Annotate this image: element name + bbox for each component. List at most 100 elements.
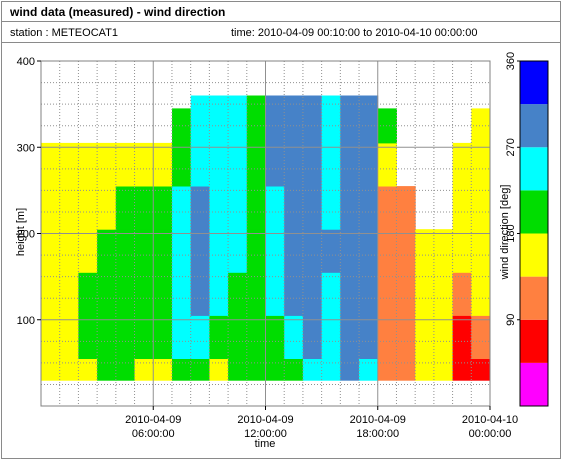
heatmap-cell [284,315,304,359]
x-tick-time: 06:00:00 [132,428,175,440]
heatmap-cell [377,108,397,144]
heatmap-cell [228,272,248,316]
heatmap-cell [246,142,266,187]
heatmap-cell [97,229,117,273]
heatmap-cell [452,142,472,187]
heatmap-cell [153,315,173,359]
heatmap-cell [115,186,135,230]
heatmap-cell [302,142,323,187]
x-axis-ticks: 2010-04-09 06:00:00 2010-04-09 12:00:00 2010… [125,406,518,440]
colorbar-bin [520,319,548,363]
heatmap-cell [41,358,61,381]
heatmap-cell [78,186,98,230]
heatmap-cell [321,95,341,109]
heatmap-cell [209,95,229,109]
heatmap-cell [471,229,490,273]
heatmap-cell [284,95,304,109]
heatmap-cell [59,142,79,187]
heatmap-cell [284,229,304,273]
heatmap-cell [246,272,266,316]
heatmap-cell [377,142,397,187]
heatmap-cell [97,315,117,359]
heatmap-cell [228,142,248,187]
heatmap-cell [134,358,154,381]
heatmap-cell [115,272,135,316]
heatmap-cell [97,272,117,316]
colorbar-bin [520,362,548,406]
heatmap-cell [340,272,360,316]
heatmap-cell [471,358,490,381]
heatmap-cell [41,142,61,187]
heatmap-cell [59,315,79,359]
heatmap-cell [190,186,210,230]
x-tick-date: 2010-04-09 [350,414,406,426]
heatmap-cell [115,358,135,381]
heatmap-cell [59,358,79,381]
grid-lines [41,61,490,406]
heatmap-cell [452,186,472,230]
heatmap-cell [284,272,304,316]
heatmap-cell [172,315,192,359]
heatmap-cell [340,108,360,144]
heatmap-cell [190,272,210,316]
heatmap-cell [265,272,285,316]
heatmap-cell [246,186,266,230]
heatmap-cell [396,272,416,316]
x-tick-date: 2010-04-10 [462,414,518,426]
x-tick-time: 12:00:00 [244,428,287,440]
heatmap-cell [452,358,472,381]
heatmap-cell [321,358,341,381]
heatmap-cell [246,315,266,359]
chart-title: wind data (measured) - wind direction [2,2,560,22]
heatmap-cell [415,358,435,381]
heatmap-cell [302,186,323,230]
heatmap-cell [471,142,490,187]
heatmap-cell [340,95,360,109]
heatmap-cell [115,142,135,187]
time-range-label: time: 2010-04-09 00:10:00 to 2010-04-10 … [231,27,478,39]
x-tick-date: 2010-04-09 [125,414,181,426]
heatmap-cell [452,229,472,273]
heatmap-cell [359,142,379,187]
heatmap-cell [228,95,248,109]
heatmap-cell [359,229,379,273]
x-tick-time: 00:00:00 [469,428,512,440]
heatmap-cell [172,108,192,144]
y-axis-label: height [m] [15,208,27,256]
heatmap-cell [172,272,192,316]
colorbar-tick-label: 360 [505,52,517,70]
heatmap-cell [321,186,341,230]
colorbar [519,60,549,407]
heatmap-cell [134,142,154,187]
x-tick-date: 2010-04-09 [237,414,293,426]
heatmap-cell [377,358,397,381]
x-tick-time: 18:00:00 [356,428,399,440]
heatmap-cell [246,108,266,144]
heatmap-cell [153,358,173,381]
heatmap-cell [359,186,379,230]
heatmap-cell [41,229,61,273]
heatmap-cell [209,315,229,359]
heatmap-cell [321,315,341,359]
heatmap-cell [340,186,360,230]
heatmap-cell [78,315,98,359]
heatmap-cell [97,186,117,230]
heatmap-cell [78,358,98,381]
colorbar-label: wind direction [deg] [499,185,511,281]
heatmap-cell [359,272,379,316]
y-tick-label: 400 [17,56,35,68]
heatmap-cell [115,229,135,273]
heatmap-cell [190,142,210,187]
heatmap-cell [433,358,454,381]
heatmap-cell [59,229,79,273]
heatmap-cell [172,186,192,230]
colorbar-tick-label: 270 [505,138,517,156]
heatmap-cell [302,272,323,316]
heatmap-cell [153,142,173,187]
heatmap-cell [284,358,304,381]
heatmap-cell [302,95,323,109]
heatmap-cell [433,315,454,359]
heatmap-cell [415,272,435,316]
heatmap-cell [471,315,490,359]
heatmap-cell [134,272,154,316]
